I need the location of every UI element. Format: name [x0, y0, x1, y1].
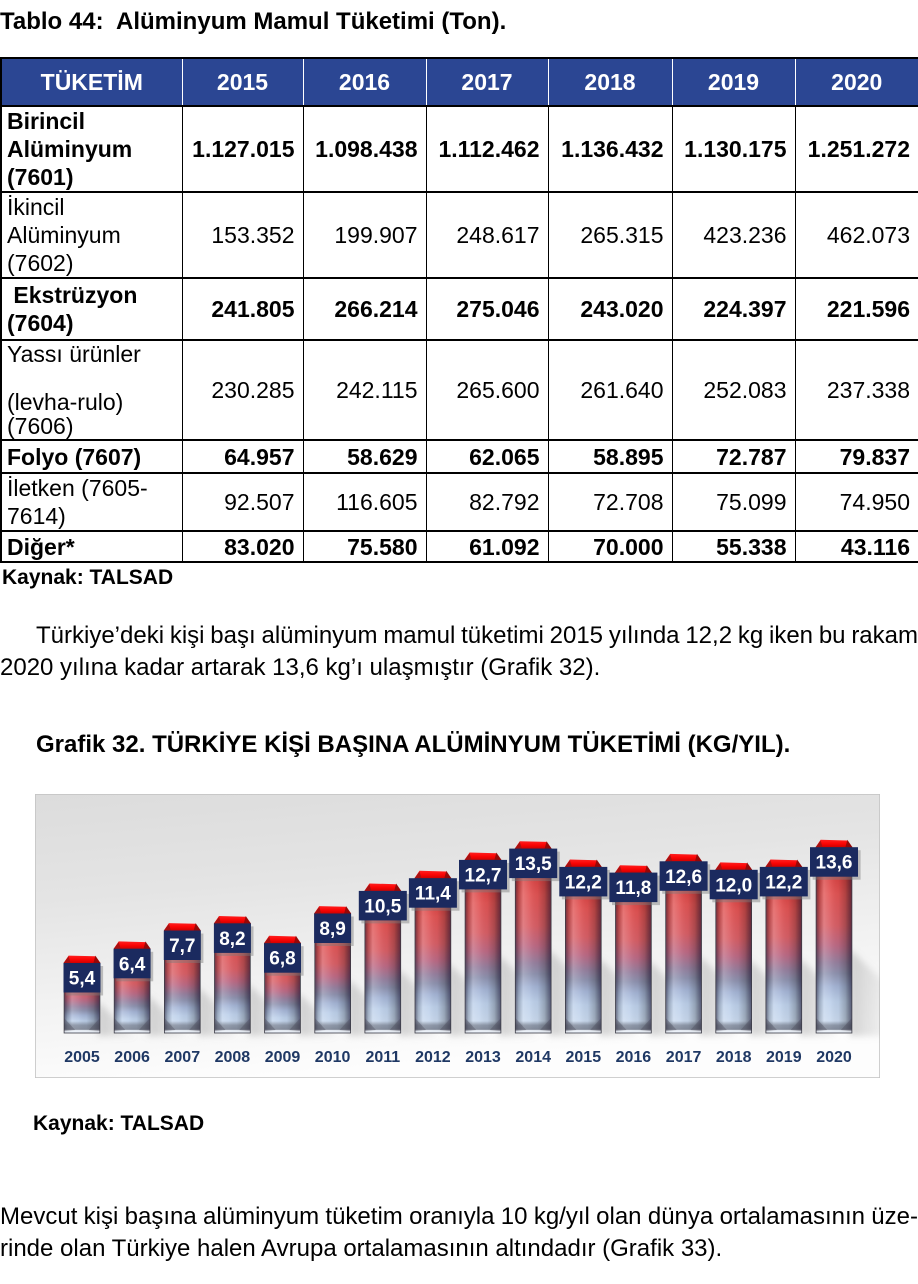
svg-text:2016: 2016	[616, 1049, 652, 1066]
svg-text:12,6: 12,6	[665, 867, 702, 888]
svg-text:2009: 2009	[265, 1049, 301, 1066]
svg-text:12,2: 12,2	[765, 872, 802, 893]
svg-text:2006: 2006	[114, 1049, 150, 1066]
svg-text:5,4: 5,4	[69, 969, 96, 990]
svg-text:6,4: 6,4	[119, 954, 146, 975]
svg-text:2007: 2007	[165, 1049, 201, 1066]
svg-text:2014: 2014	[515, 1049, 551, 1066]
svg-text:2018: 2018	[716, 1049, 752, 1066]
svg-text:2020: 2020	[816, 1049, 852, 1066]
svg-text:12,7: 12,7	[465, 865, 502, 886]
svg-text:13,5: 13,5	[515, 854, 552, 875]
svg-text:2008: 2008	[215, 1049, 251, 1066]
svg-text:2017: 2017	[666, 1049, 702, 1066]
svg-text:2012: 2012	[415, 1049, 451, 1066]
svg-text:2015: 2015	[566, 1049, 602, 1066]
svg-text:2010: 2010	[315, 1049, 351, 1066]
svg-text:12,2: 12,2	[565, 872, 602, 893]
svg-text:2019: 2019	[766, 1049, 802, 1066]
svg-text:8,9: 8,9	[319, 919, 345, 940]
svg-text:11,4: 11,4	[415, 884, 451, 905]
svg-text:10,5: 10,5	[364, 896, 401, 917]
svg-text:8,2: 8,2	[219, 929, 245, 950]
svg-text:13,6: 13,6	[816, 853, 853, 874]
svg-text:12,0: 12,0	[715, 875, 752, 896]
svg-text:2013: 2013	[465, 1049, 501, 1066]
svg-text:11,8: 11,8	[615, 878, 651, 899]
svg-text:7,7: 7,7	[169, 936, 195, 957]
svg-text:6,8: 6,8	[269, 949, 295, 970]
svg-text:2005: 2005	[64, 1049, 100, 1066]
svg-text:2011: 2011	[365, 1049, 400, 1066]
